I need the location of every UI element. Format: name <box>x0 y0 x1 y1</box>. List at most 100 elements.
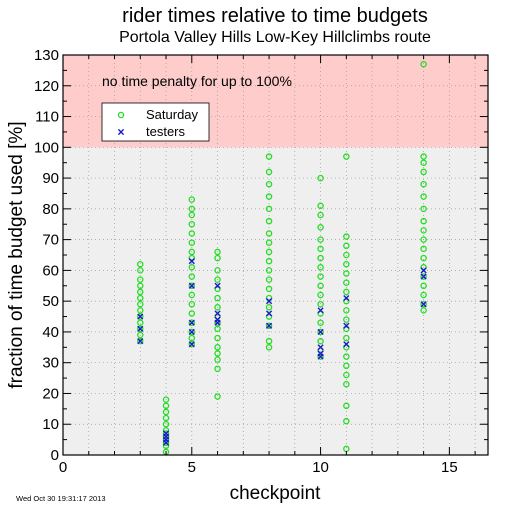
saturday-point <box>265 248 273 256</box>
saturday-point <box>317 211 324 219</box>
saturday-point <box>343 288 350 296</box>
saturday-point <box>420 282 427 290</box>
chart-title: rider times relative to time budgets <box>122 5 428 27</box>
y-tick-label: 0 <box>51 447 59 464</box>
x-tick-label: 0 <box>59 459 67 476</box>
saturday-point <box>317 300 324 308</box>
saturday-point <box>214 393 221 400</box>
saturday-point <box>265 230 273 237</box>
saturday-point <box>343 279 350 286</box>
testers-point <box>343 294 350 302</box>
testers-point <box>214 282 221 289</box>
saturday-point <box>188 264 196 271</box>
testers-point <box>188 328 195 336</box>
y-tick-label: 30 <box>42 355 59 372</box>
saturday-point <box>188 248 196 256</box>
timestamp: Wed Oct 30 19:31:17 2013 <box>16 494 106 503</box>
testers-point <box>214 310 221 317</box>
y-tick-label: 50 <box>42 293 59 310</box>
testers-point <box>317 307 324 314</box>
saturday-point <box>162 396 170 403</box>
testers-point <box>317 353 324 360</box>
testers-point <box>343 322 350 329</box>
saturday-point <box>137 300 144 308</box>
saturday-point <box>343 316 350 323</box>
chart-subtitle: Portola Valley Hills Low-Key Hillclimbs … <box>119 29 431 46</box>
saturday-point <box>420 180 427 188</box>
saturday-point <box>188 211 196 219</box>
saturday-point <box>265 239 273 246</box>
saturday-point <box>265 322 273 330</box>
testers-point <box>265 298 273 305</box>
saturday-point <box>317 202 324 210</box>
saturday-point <box>317 337 324 345</box>
saturday-point <box>214 350 221 357</box>
saturday-point <box>214 344 221 351</box>
saturday-point <box>420 291 427 299</box>
saturday-point <box>214 276 221 283</box>
saturday-point <box>317 273 324 280</box>
saturday-point <box>265 267 273 274</box>
saturday-point <box>137 267 144 274</box>
saturday-point <box>420 217 427 225</box>
testers-point <box>188 282 195 289</box>
saturday-point <box>188 273 196 280</box>
saturday-point <box>188 328 196 336</box>
saturday-point <box>420 236 427 243</box>
legend: Saturday testers <box>101 102 210 142</box>
saturday-point <box>188 310 196 317</box>
saturday-point <box>188 340 196 348</box>
saturday-point <box>137 288 144 296</box>
testers-point <box>343 341 350 348</box>
saturday-point <box>317 245 324 253</box>
saturday-point <box>343 251 350 259</box>
saturday-point <box>317 282 324 290</box>
y-tick-label: 20 <box>42 385 59 402</box>
y-tick-label: 110 <box>35 109 59 126</box>
saturday-point <box>214 325 221 333</box>
saturday-point <box>420 168 427 176</box>
saturday-point <box>265 257 273 265</box>
x-tick-label: 15 <box>441 459 458 476</box>
y-tick-label: 90 <box>42 170 59 187</box>
annotation-no-penalty: no time penalty for up to 100% <box>102 73 292 89</box>
x-axis-label: checkpoint <box>230 483 322 504</box>
testers-point <box>188 319 195 326</box>
saturday-point <box>137 307 144 314</box>
saturday-point <box>188 196 196 203</box>
testers-point <box>420 301 427 308</box>
testers-point <box>317 344 324 351</box>
testers-point <box>265 322 273 329</box>
saturday-point <box>265 193 273 200</box>
saturday-point <box>214 365 221 373</box>
saturday-point <box>317 264 324 271</box>
y-tick-label: 10 <box>42 416 59 433</box>
saturday-point <box>188 282 196 290</box>
saturday-point <box>188 319 196 326</box>
saturday-point <box>188 220 196 228</box>
x-tick-label: 5 <box>188 459 196 476</box>
saturday-point <box>420 193 427 200</box>
testers-point <box>137 313 144 320</box>
testers-point <box>188 341 195 348</box>
saturday-point <box>420 60 427 68</box>
saturday-point <box>214 304 221 311</box>
y-axis-label: fraction of time budget used [%] <box>6 121 27 388</box>
legend-label-testers: testers <box>146 124 186 139</box>
testers-point <box>188 258 195 265</box>
saturday-point <box>214 294 221 302</box>
legend-marker-saturday <box>117 111 125 119</box>
saturday-point <box>420 205 427 213</box>
saturday-point <box>188 205 196 213</box>
saturday-point <box>343 380 350 388</box>
testers-point <box>214 319 221 326</box>
testers-point <box>137 338 144 345</box>
testers-point <box>420 267 427 274</box>
saturday-point <box>265 168 273 176</box>
saturday-point <box>343 270 350 277</box>
saturday-point <box>265 276 273 283</box>
saturday-point <box>420 245 427 253</box>
saturday-point <box>343 371 350 379</box>
x-tick-label: 10 <box>312 459 329 476</box>
